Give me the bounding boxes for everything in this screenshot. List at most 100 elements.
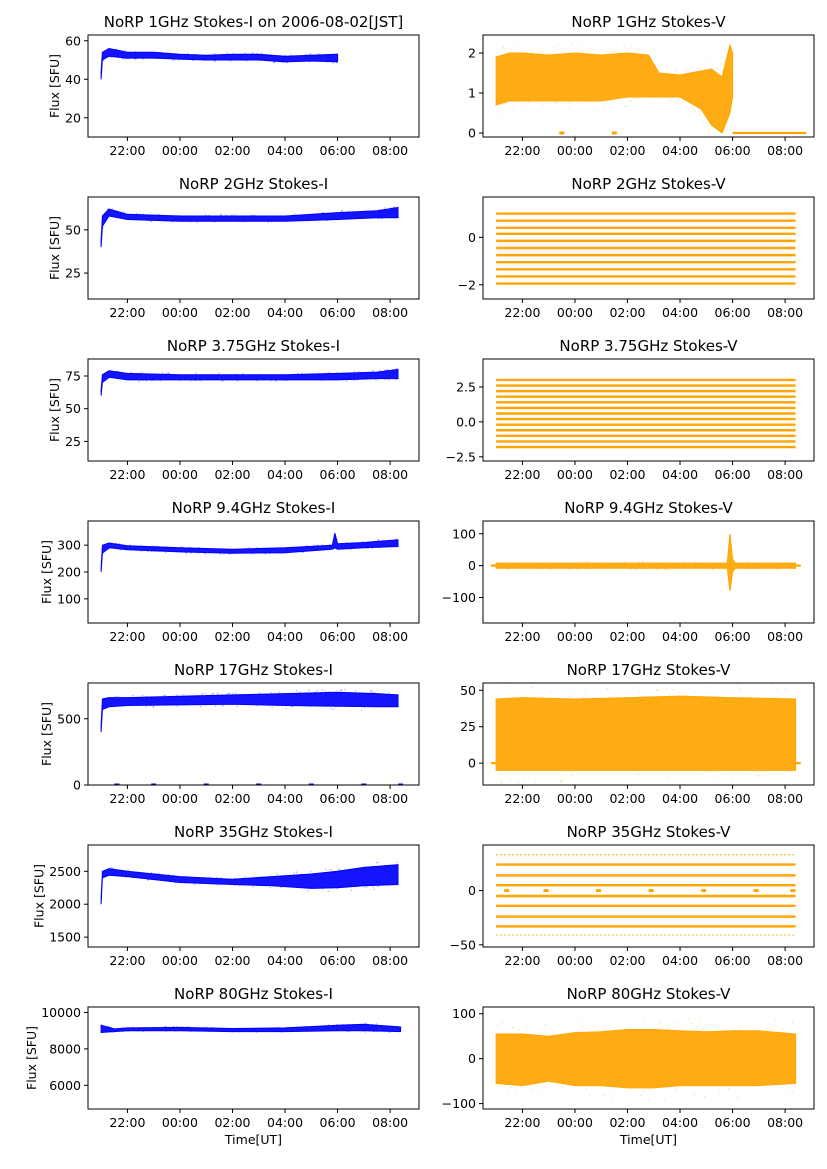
data-point — [720, 63, 722, 65]
data-point — [705, 770, 707, 773]
x-tick-label: 02:00 — [214, 305, 250, 320]
x-tick-label: 02:00 — [609, 629, 645, 644]
data-marker — [648, 889, 654, 893]
data-point — [515, 100, 517, 103]
data-point — [570, 696, 572, 698]
data-marker — [559, 131, 565, 135]
x-tick-label: 02:00 — [609, 305, 645, 320]
x-tick-label: 22:00 — [504, 143, 540, 158]
data-point — [160, 51, 162, 53]
data-point — [307, 890, 309, 892]
data-point — [216, 694, 219, 696]
data-point — [269, 887, 272, 889]
y-tick-label: 0 — [468, 1051, 476, 1066]
data-point — [668, 776, 670, 779]
data-point — [509, 685, 511, 687]
data-point — [131, 876, 134, 879]
data-point — [738, 1096, 740, 1098]
data-point — [308, 61, 310, 63]
data-point — [126, 1030, 129, 1032]
y-tick-label: 8000 — [49, 1041, 81, 1056]
data-point — [556, 568, 558, 570]
data-point — [691, 65, 693, 67]
data-point — [391, 369, 394, 371]
data-point — [391, 207, 393, 209]
data-point — [221, 704, 223, 707]
data-point — [664, 568, 666, 570]
data-point — [643, 695, 645, 697]
data-point — [267, 221, 269, 223]
panel-v1: 22:00 00:00 02:00 04:00 06:00 08:00 0 1 2 NoRP 1G… — [468, 13, 815, 158]
data-point — [572, 692, 574, 695]
data-point — [187, 215, 189, 217]
data-point — [347, 1023, 350, 1026]
data-point — [134, 58, 136, 61]
data-point — [312, 373, 314, 375]
x-tick-label: 04:00 — [267, 629, 303, 644]
data-point — [106, 208, 109, 210]
data-point — [347, 210, 349, 213]
data-point — [635, 568, 638, 570]
data-point — [214, 705, 217, 707]
data-point — [147, 879, 149, 881]
data-point — [764, 1095, 766, 1097]
x-tick-label: 22:00 — [109, 953, 145, 968]
data-point — [377, 885, 379, 887]
data-point — [630, 99, 633, 102]
data-point — [794, 567, 797, 570]
data-point — [194, 379, 197, 382]
data-point — [281, 1031, 284, 1033]
data-point — [277, 552, 280, 554]
data-point — [497, 1083, 499, 1085]
data-point — [550, 787, 551, 788]
data-point — [172, 1026, 175, 1028]
data-point — [131, 704, 133, 707]
data-point — [345, 541, 348, 543]
data-point — [673, 1022, 675, 1024]
y-tick-label: 2000 — [49, 897, 81, 912]
data-point — [556, 101, 558, 104]
data-marker — [753, 889, 759, 893]
data-point — [769, 561, 771, 563]
data-point — [121, 50, 124, 52]
data-point — [542, 567, 544, 570]
data-point — [137, 1030, 140, 1032]
data-point — [735, 562, 737, 564]
data-point — [203, 703, 205, 706]
x-tick-label: 00:00 — [162, 143, 198, 158]
data-point — [200, 694, 203, 696]
x-tick-label: 02:00 — [609, 953, 645, 968]
data-point — [176, 705, 178, 708]
data-point — [553, 102, 556, 105]
data-point — [189, 1026, 191, 1028]
data-point — [522, 778, 524, 781]
data-point — [371, 865, 373, 867]
data-point — [520, 1087, 523, 1089]
data-point — [649, 1089, 651, 1091]
data-point — [336, 888, 339, 890]
data-point — [724, 60, 726, 63]
data-point — [229, 60, 231, 62]
panel-v5: 22:00 00:00 02:00 04:00 06:00 08:00 0 25 50 NoRP … — [460, 661, 815, 806]
data-point — [544, 681, 545, 682]
data-point — [506, 561, 508, 563]
data-point — [695, 1026, 697, 1029]
data-point — [271, 706, 273, 708]
data-point — [268, 552, 271, 555]
data-point — [701, 1028, 704, 1030]
data-point — [259, 876, 261, 878]
data-point — [766, 1028, 769, 1030]
data-point — [261, 52, 263, 54]
data-point — [774, 1019, 776, 1022]
data-point — [140, 550, 143, 552]
data-point — [361, 541, 363, 544]
data-point — [350, 889, 353, 892]
data-point — [158, 213, 160, 216]
data-point — [256, 380, 258, 382]
data-point — [100, 391, 103, 393]
data-point — [340, 210, 343, 212]
data-point — [281, 374, 284, 376]
data-point — [238, 884, 241, 886]
data-point — [377, 218, 379, 220]
x-tick-label: 06:00 — [320, 305, 356, 320]
